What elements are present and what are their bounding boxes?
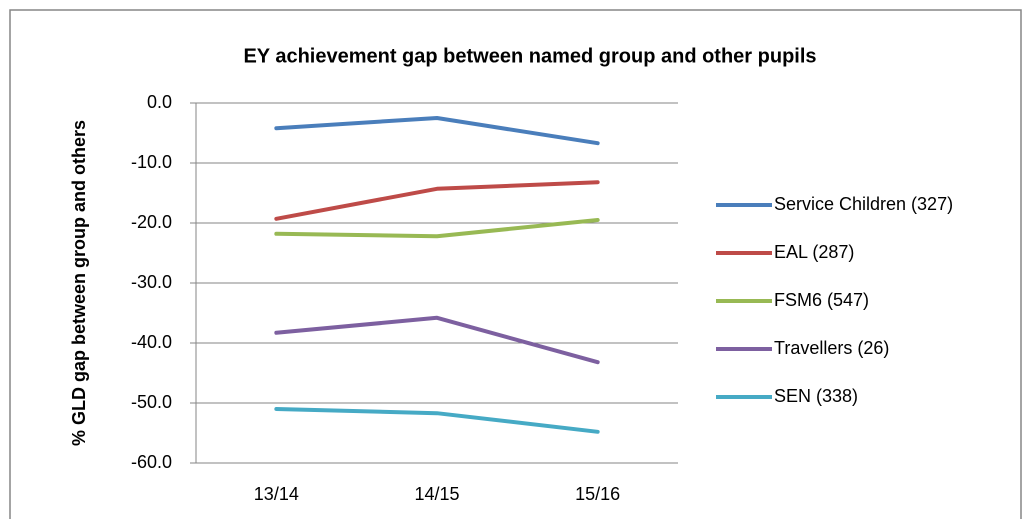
chart-frame [9, 9, 1022, 519]
chart-title: EY achievement gap between named group a… [243, 45, 816, 67]
series-line [274, 116, 600, 146]
y-tick-label: -10.0 [131, 152, 172, 172]
legend-label: Travellers (26) [774, 338, 889, 358]
series-line [274, 180, 600, 221]
y-tick-label: -40.0 [131, 332, 172, 352]
y-tick-label: -20.0 [131, 212, 172, 232]
y-tick-label: -60.0 [131, 452, 172, 472]
series-line [274, 407, 600, 434]
y-tick-label: -50.0 [131, 392, 172, 412]
legend-label: SEN (338) [774, 386, 858, 406]
series-line [274, 315, 600, 365]
legend-label: EAL (287) [774, 242, 854, 262]
x-tick-label: 13/14 [254, 484, 299, 504]
legend-label: Service Children (327) [774, 194, 953, 214]
series-line [274, 218, 600, 239]
y-tick-label: 0.0 [147, 92, 172, 112]
y-tick-label: -30.0 [131, 272, 172, 292]
x-tick-label: 15/16 [575, 484, 620, 504]
legend-label: FSM6 (547) [774, 290, 869, 310]
x-tick-label: 14/15 [414, 484, 459, 504]
y-axis-label: % GLD gap between group and others [69, 120, 89, 446]
